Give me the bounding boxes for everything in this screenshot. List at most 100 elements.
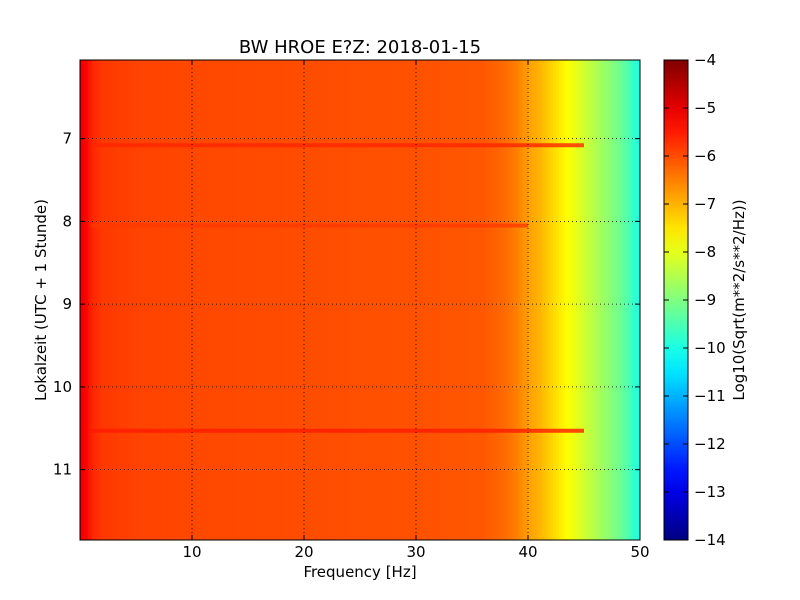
chart-title: BW HROE E?Z: 2018-01-15 xyxy=(239,37,481,58)
spectrogram-column xyxy=(584,60,588,540)
spectrogram-column xyxy=(365,60,369,540)
spectrogram-column xyxy=(595,60,599,540)
spectrogram-column xyxy=(169,60,173,540)
spectrogram-column xyxy=(108,60,112,540)
spectrogram-column xyxy=(511,60,515,540)
spectrogram-column xyxy=(248,60,252,540)
colorbar-tick-label: −14 xyxy=(694,531,726,549)
spectrogram-column xyxy=(567,60,571,540)
spectrogram-column xyxy=(530,60,534,540)
spectrogram-column xyxy=(228,60,232,540)
spectrogram-column xyxy=(603,60,607,540)
spectrogram-column xyxy=(164,60,168,540)
spectrogram-column xyxy=(556,60,560,540)
x-tick-label: 30 xyxy=(406,543,425,561)
spectrogram-column xyxy=(570,60,574,540)
spectrogram-column xyxy=(441,60,445,540)
x-axis-label: Frequency [Hz] xyxy=(303,563,416,581)
spectrogram-column xyxy=(175,60,179,540)
spectrogram-column xyxy=(172,60,176,540)
spectrogram-column xyxy=(208,60,212,540)
spectrogram-column xyxy=(592,60,596,540)
spectrogram-column xyxy=(463,60,467,540)
spectrogram-column xyxy=(553,60,557,540)
grid-lines xyxy=(80,60,640,540)
spectrogram-column xyxy=(435,60,439,540)
spectrogram-column xyxy=(337,60,341,540)
spectrogram-column xyxy=(278,60,282,540)
spectrogram-column xyxy=(388,60,392,540)
spectrogram-column xyxy=(600,60,604,540)
spectrogram-column xyxy=(166,60,170,540)
spectrogram-column xyxy=(200,60,204,540)
spectrogram-column xyxy=(203,60,207,540)
colorbar-label: Log10(Sqrt(m**2/s**2/Hz)) xyxy=(730,199,748,400)
spectrogram-column xyxy=(312,60,316,540)
colorbar-tick-label: −10 xyxy=(694,339,726,357)
spectrogram-column xyxy=(533,60,537,540)
spectrogram-column xyxy=(250,60,254,540)
spectrogram-column xyxy=(396,60,400,540)
spectrogram-column xyxy=(536,60,540,540)
spectrogram-column xyxy=(234,60,238,540)
colorbar-tick-label: −7 xyxy=(694,195,716,213)
spectrogram-column xyxy=(147,60,151,540)
spectrogram-column xyxy=(119,60,123,540)
spectrogram-column xyxy=(418,60,422,540)
spectrogram-column xyxy=(379,60,383,540)
spectrogram-column xyxy=(253,60,257,540)
spectrogram-column xyxy=(589,60,593,540)
spectrogram-column xyxy=(105,60,109,540)
y-axis-label: Lokalzeit (UTC + 1 Stunde) xyxy=(32,199,50,401)
spectrogram-column xyxy=(516,60,520,540)
spectrogram-column xyxy=(452,60,456,540)
spectrogram-column xyxy=(225,60,229,540)
spectrogram-column xyxy=(497,60,501,540)
spectrogram-column xyxy=(374,60,378,540)
spectrogram-column xyxy=(236,60,240,540)
spectrogram-column xyxy=(192,60,196,540)
spectrogram-column xyxy=(402,60,406,540)
spectrogram-column xyxy=(270,60,274,540)
spectrogram-column xyxy=(99,60,103,540)
spectrogram-column xyxy=(113,60,117,540)
spectrogram-column xyxy=(186,60,190,540)
spectrogram-column xyxy=(505,60,509,540)
y-tick-label: 10 xyxy=(53,378,72,396)
spectrogram-column xyxy=(343,60,347,540)
spectrogram-column xyxy=(334,60,338,540)
spectrogram-column xyxy=(102,60,106,540)
spectrogram-column xyxy=(326,60,330,540)
spectrogram-column xyxy=(598,60,602,540)
spectrogram-column xyxy=(178,60,182,540)
spectrogram-column xyxy=(152,60,156,540)
spectrogram-column xyxy=(94,60,98,540)
spectrogram-column xyxy=(626,60,630,540)
spectrogram-column xyxy=(480,60,484,540)
spectrogram-column xyxy=(500,60,504,540)
spectrogram-column xyxy=(486,60,490,540)
colorbar-tick-label: −11 xyxy=(694,387,726,405)
spectrogram-column xyxy=(239,60,243,540)
spectrogram-band xyxy=(91,223,528,228)
spectrogram-column xyxy=(351,60,355,540)
spectrogram-column xyxy=(304,60,308,540)
colorbar-ticks: −4 −5 −6 −7 −8 −9 −10 −11 −12 −13 −14 xyxy=(664,51,726,549)
spectrogram-column xyxy=(231,60,235,540)
spectrogram-column xyxy=(264,60,268,540)
spectrogram-column xyxy=(609,60,613,540)
spectrogram-column xyxy=(586,60,590,540)
spectrogram-column xyxy=(460,60,464,540)
spectrogram-column xyxy=(617,60,621,540)
spectrogram-column xyxy=(432,60,436,540)
spectrogram-column xyxy=(474,60,478,540)
spectrogram-column xyxy=(245,60,249,540)
spectrogram-column xyxy=(141,60,145,540)
spectrogram-column xyxy=(124,60,128,540)
spectrogram-column xyxy=(150,60,154,540)
plot-frame xyxy=(79,59,641,541)
spectrogram-column xyxy=(424,60,428,540)
spectrogram-column xyxy=(127,60,131,540)
spectrogram-band xyxy=(91,428,584,433)
spectrogram-column xyxy=(155,60,159,540)
